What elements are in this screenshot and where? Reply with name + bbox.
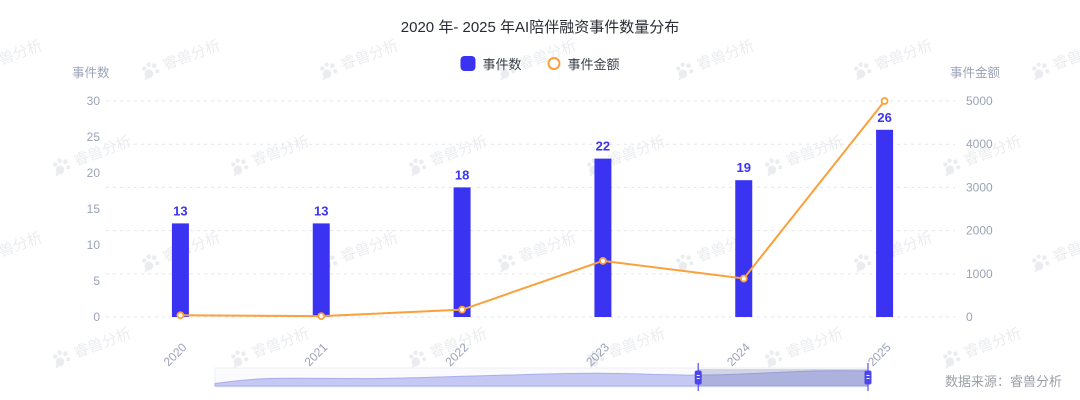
bar-series-swatch-icon [460,56,476,71]
left-axis-name: 事件数 [72,66,110,80]
x-axis-tick: 2020 [161,340,190,369]
amount-point-2020[interactable] [176,311,185,320]
amount-point-2024[interactable] [739,274,748,283]
legend: 事件数 事件金额 [460,54,620,73]
bar-value-label: 13 [173,203,187,218]
right-axis-tick: 0 [966,310,973,324]
data-source-label: 数据来源：睿兽分析 [944,374,1062,389]
x-axis-tick: 2022 [442,340,471,369]
x-axis-tick: 2024 [724,340,753,369]
legend-label: 事件数 [482,57,522,72]
chart-title: 2020 年- 2025 年AI陪伴融资事件数量分布 [400,19,680,36]
amount-point-2025[interactable] [880,97,889,105]
left-axis-tick: 0 [93,310,100,324]
left-axis-tick: 5 [93,274,100,288]
x-axis-tick: 2021 [302,340,331,369]
left-axis-tick: 25 [87,130,101,144]
datazoom-window[interactable] [698,369,868,386]
amount-point-2023[interactable] [599,256,607,265]
x-axis-tick: 2023 [583,340,612,369]
left-axis-tick: 10 [87,238,101,252]
right-axis-tick: 1000 [966,267,993,281]
datazoom-data-shadow [214,370,869,387]
datazoom-handle-left[interactable] [694,370,702,385]
legend-item-event-amount[interactable]: 事件金额 [547,54,620,73]
amount-point-2022[interactable] [458,305,466,314]
x-axis-tick: 2025 [865,340,894,369]
datazoom-handle-right[interactable] [864,370,872,385]
bar-2020[interactable] [171,223,189,317]
bar-2021[interactable] [312,223,330,317]
left-axis-tick: 20 [87,166,101,180]
bar-value-label: 19 [737,160,751,175]
legend-item-event-count[interactable]: 事件数 [460,54,522,73]
right-axis-tick: 2000 [966,224,993,238]
right-axis-tick: 3000 [966,180,993,194]
left-axis-tick: 15 [87,202,101,216]
line-series-swatch-icon [547,57,561,70]
right-axis-tick: 5000 [966,94,993,108]
legend-label: 事件金额 [567,57,620,72]
bar-2024[interactable] [735,180,753,317]
bar-value-label: 18 [455,167,469,182]
bar-2025[interactable] [876,129,894,317]
right-axis-tick: 4000 [966,137,993,151]
bar-value-label: 22 [596,139,610,154]
left-axis-tick: 30 [87,94,101,108]
right-axis-name: 事件金额 [950,66,1001,80]
bar-value-label: 13 [314,203,328,218]
bar-2023[interactable] [594,158,612,317]
amount-line[interactable] [180,100,886,318]
bar-2022[interactable] [453,187,471,317]
bar-value-label: 26 [877,110,891,125]
amount-point-2021[interactable] [317,312,326,321]
